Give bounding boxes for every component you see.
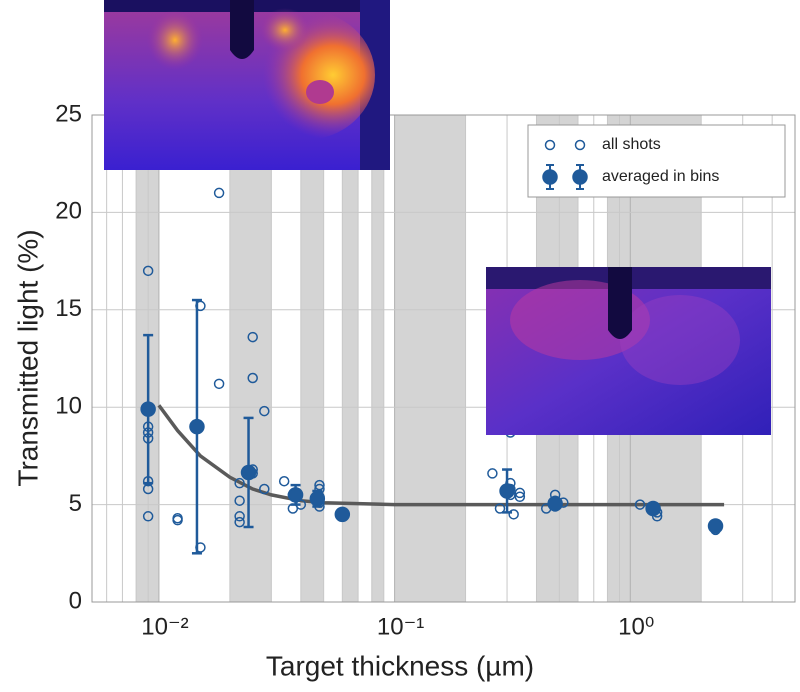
legend-marker: [544, 139, 556, 151]
y-tick-label: 5: [69, 490, 82, 517]
legend-marker: [574, 139, 586, 151]
shaded-band: [371, 115, 384, 602]
data-point: [278, 475, 290, 487]
x-tick-label: 10⁰: [618, 613, 654, 640]
shaded-band: [342, 115, 359, 602]
y-tick-label: 20: [55, 198, 82, 225]
data-point: [247, 331, 258, 343]
data-point: [634, 499, 646, 510]
bin-average: [707, 518, 724, 534]
shaded-band: [229, 115, 272, 602]
data-point: [142, 483, 154, 495]
data-point: [487, 468, 498, 479]
data-point: [234, 495, 245, 506]
y-tick-label: 10: [55, 393, 82, 420]
bin-average: [309, 491, 326, 507]
data-point: [494, 503, 506, 514]
data-point: [213, 378, 225, 390]
data-point: [508, 509, 519, 520]
bin-average: [334, 506, 351, 523]
y-axis-label: Transmitted light (%): [12, 229, 43, 486]
legend-label: averaged in bins: [602, 168, 719, 185]
shaded-band: [300, 115, 324, 602]
x-tick-label: 10⁻¹: [377, 613, 424, 640]
legend-marker: [572, 169, 588, 185]
bin-average: [645, 500, 661, 517]
x-axis-label: Target thickness (µm): [266, 650, 534, 681]
legend-label: all shots: [602, 136, 661, 153]
data-point: [247, 372, 258, 384]
data-point: [234, 511, 245, 522]
y-tick-label: 0: [69, 587, 82, 614]
bin-average: [499, 483, 515, 499]
y-tick-label: 15: [55, 295, 82, 322]
bin-average: [240, 464, 257, 481]
data-point: [259, 405, 270, 417]
bin-average: [547, 495, 563, 512]
legend: all shots averaged in bins: [527, 124, 786, 198]
data-point: [213, 187, 225, 199]
x-tick-label: 10⁻²: [141, 613, 188, 640]
bin-average: [140, 401, 156, 417]
data-point: [259, 483, 270, 495]
inset-image-right: [486, 267, 771, 435]
y-tick-label: 25: [55, 100, 82, 127]
plot-frame: [91, 114, 796, 603]
data-point: [234, 477, 245, 489]
bin-average: [287, 487, 304, 503]
data-point: [514, 487, 526, 499]
shaded-band: [394, 115, 466, 602]
data-point: [234, 516, 245, 528]
data-point: [172, 514, 183, 526]
inset-image-top: [104, 0, 390, 170]
data-point: [514, 491, 526, 503]
data-point: [314, 479, 325, 491]
data-point: [142, 265, 154, 277]
bin-average: [189, 418, 205, 435]
legend-box: [527, 124, 786, 198]
data-point: [142, 511, 154, 522]
legend-marker: [542, 169, 558, 185]
